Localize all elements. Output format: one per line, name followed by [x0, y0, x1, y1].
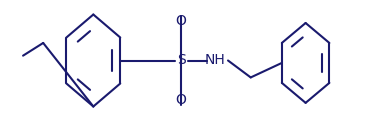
- Text: O: O: [176, 14, 187, 28]
- Text: NH: NH: [205, 53, 225, 68]
- Text: O: O: [176, 93, 187, 107]
- Text: S: S: [177, 53, 186, 68]
